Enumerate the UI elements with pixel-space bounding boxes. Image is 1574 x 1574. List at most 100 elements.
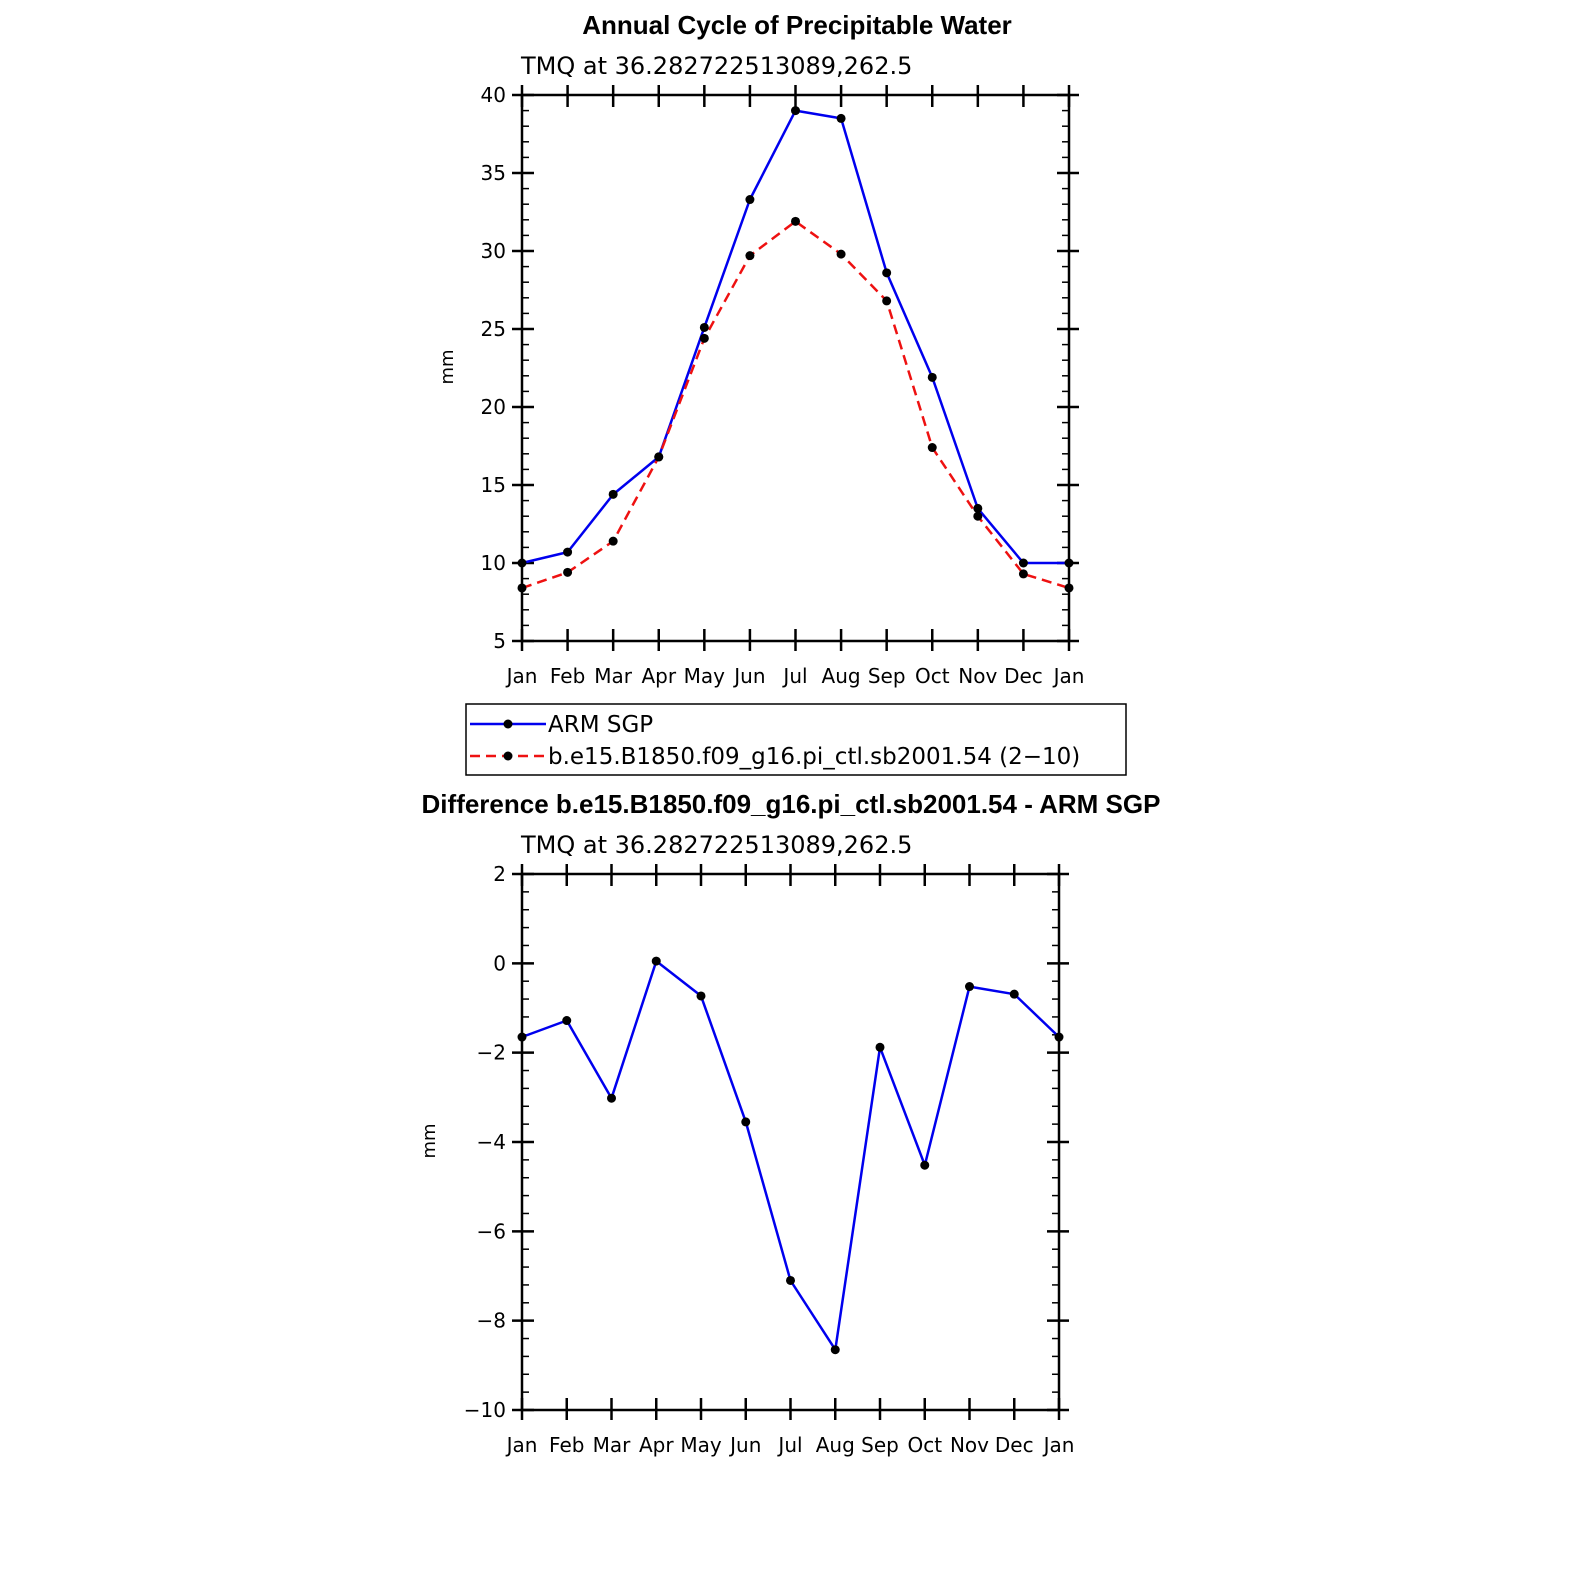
top-series-0-point xyxy=(563,547,573,557)
legend-box xyxy=(465,703,1127,776)
bot-series-0-point xyxy=(562,1016,572,1026)
top-series-line-0 xyxy=(521,109,1069,565)
top-series-0-point xyxy=(745,195,755,205)
top-series-1-point xyxy=(882,296,892,306)
bot-series-0-point xyxy=(651,956,661,966)
bottom-y-tick-labels: −10 −8 −6 −4 −2 0 2 xyxy=(464,862,506,1422)
top-series-1-point xyxy=(836,249,846,259)
top-x-tick-label: Aug xyxy=(822,664,861,688)
legend-model-label: b.e15.B1850.f09_g16.pi_ctl.sb2001.54 (2−… xyxy=(548,744,1080,770)
bot-y-tick-label: −2 xyxy=(477,1041,506,1065)
bot-series-0-point xyxy=(607,1093,616,1103)
top-x-tick-label: Feb xyxy=(550,664,585,688)
top-series-1-point xyxy=(517,583,527,593)
top-axis-ticks xyxy=(512,85,1079,651)
top-y-tick-label: 25 xyxy=(481,317,506,341)
top-series-0-point xyxy=(1064,558,1074,568)
bot-x-tick-label: Jun xyxy=(728,1433,761,1457)
bot-x-tick-label: Dec xyxy=(995,1433,1034,1457)
legend-model-marker xyxy=(503,751,513,761)
top-series-0-point xyxy=(927,372,937,382)
top-plot-frame xyxy=(520,93,1071,643)
bot-x-tick-label: Sep xyxy=(861,1433,899,1457)
top-x-tick-label: Mar xyxy=(594,664,633,688)
bottom-plot-frame xyxy=(520,872,1061,1412)
bot-series-line-0 xyxy=(521,959,1060,1351)
top-series-1-point xyxy=(973,511,983,521)
bot-x-tick-label: Jul xyxy=(776,1433,802,1457)
top-series-0-point xyxy=(973,503,983,513)
top-series-1-point xyxy=(927,443,937,453)
top-x-tick-label: Jan xyxy=(505,664,538,688)
bottom-x-tick-labels: Jan Feb Mar Apr May Jun Jul Aug Sep Oct Nov Dec Jan xyxy=(505,1433,1075,1457)
bot-x-tick-label: Feb xyxy=(549,1433,584,1457)
top-x-tick-label: Sep xyxy=(868,664,906,688)
bottom-y-axis-label: mm xyxy=(419,1123,440,1158)
bot-series-0-point xyxy=(741,1117,751,1127)
top-series-1-point xyxy=(699,333,709,343)
top-y-tick-label: 40 xyxy=(481,83,506,107)
top-chart-title: Annual Cycle of Precipitable Water xyxy=(582,10,1012,40)
top-series-1-point xyxy=(563,567,573,577)
bot-y-tick-label: −10 xyxy=(464,1398,506,1422)
top-y-axis-label: mm xyxy=(437,349,458,384)
top-x-tick-label: Jan xyxy=(1052,664,1085,688)
top-series-1-point xyxy=(1018,569,1028,579)
top-y-tick-label: 30 xyxy=(481,239,506,263)
top-y-tick-labels: 5 10 15 20 25 30 35 40 xyxy=(481,83,506,653)
top-x-tick-label: Jun xyxy=(732,664,765,688)
bot-series-0-point xyxy=(696,991,706,1001)
top-x-tick-label: Jul xyxy=(781,664,807,688)
top-x-tick-label: May xyxy=(684,664,726,688)
bot-x-tick-label: Apr xyxy=(639,1433,674,1457)
bot-series-0-point xyxy=(920,1160,930,1170)
bottom-axis-ticks xyxy=(512,864,1069,1420)
legend: ARM SGP b.e15.B1850.f09_g16.pi_ctl.sb200… xyxy=(465,703,1127,776)
top-y-tick-label: 35 xyxy=(481,161,506,185)
bot-x-tick-label: Jan xyxy=(505,1433,538,1457)
top-series-0-point xyxy=(608,489,618,499)
bot-y-tick-label: −6 xyxy=(477,1219,506,1243)
bot-series-0-point xyxy=(830,1345,840,1355)
top-y-tick-label: 10 xyxy=(481,551,506,575)
legend-obs-label: ARM SGP xyxy=(548,712,653,738)
top-y-tick-label: 15 xyxy=(481,473,506,497)
bot-series-0-point xyxy=(1009,989,1019,999)
bot-x-tick-label: Aug xyxy=(816,1433,855,1457)
top-series-1-point xyxy=(654,452,664,462)
bottom-chart-title: Difference b.e15.B1850.f09_g16.pi_ctl.sb… xyxy=(422,789,1161,819)
bot-x-tick-label: Nov xyxy=(950,1433,989,1457)
bot-series-0-point xyxy=(875,1042,885,1052)
top-series-line-1 xyxy=(521,220,1070,590)
bottom-series-group xyxy=(517,956,1064,1355)
top-series-0-point xyxy=(1018,558,1028,568)
top-series-1-point xyxy=(1064,583,1074,593)
bottom-chart-subtitle: TMQ at 36.282722513089,262.5 xyxy=(520,831,912,859)
bot-x-tick-label: Jan xyxy=(1042,1433,1075,1457)
bot-y-tick-label: 2 xyxy=(493,862,506,886)
top-y-tick-label: 20 xyxy=(481,395,506,419)
top-x-tick-label: Apr xyxy=(641,664,676,688)
legend-obs-marker xyxy=(503,719,513,729)
top-series-1-point xyxy=(791,216,800,226)
difference-panel: Difference b.e15.B1850.f09_g16.pi_ctl.sb… xyxy=(419,789,1160,1457)
top-series-0-point xyxy=(517,558,527,568)
top-series-group xyxy=(517,106,1074,593)
bot-y-tick-label: −4 xyxy=(477,1130,506,1154)
bot-y-tick-label: −8 xyxy=(477,1309,506,1333)
top-chart-subtitle: TMQ at 36.282722513089,262.5 xyxy=(520,52,912,80)
bot-x-tick-label: Mar xyxy=(593,1433,632,1457)
bot-x-tick-label: Oct xyxy=(907,1433,942,1457)
bot-series-0-point xyxy=(786,1275,795,1285)
top-x-tick-label: Oct xyxy=(915,664,950,688)
top-series-0-point xyxy=(882,268,892,278)
bot-x-tick-label: May xyxy=(680,1433,722,1457)
top-series-0-point xyxy=(699,322,709,332)
top-y-tick-label: 5 xyxy=(493,629,506,653)
bot-series-0-point xyxy=(965,982,974,992)
top-x-tick-label: Nov xyxy=(958,664,997,688)
top-x-tick-labels: Jan Feb Mar Apr May Jun Jul Aug Sep Oct Nov Dec Jan xyxy=(505,664,1085,688)
bot-y-tick-label: 0 xyxy=(493,951,506,975)
annual-cycle-panel: Annual Cycle of Precipitable Water TMQ a… xyxy=(437,10,1084,688)
